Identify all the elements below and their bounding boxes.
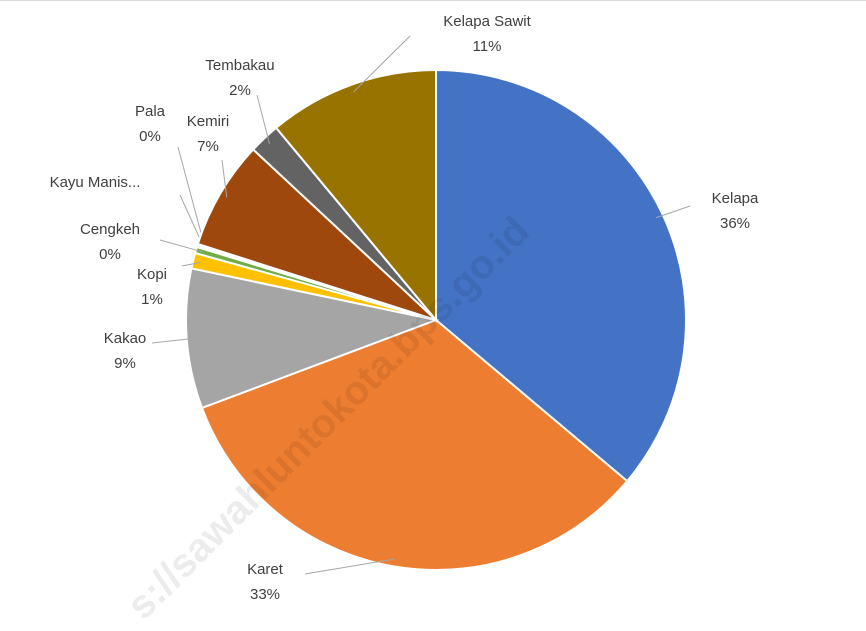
leader-line [221,159,228,198]
pie-slice [274,68,437,323]
category-label: Kelapa Sawit [443,13,531,30]
leader-line [256,94,270,144]
leader-line [655,205,691,219]
category-label: Kayu Manis... [50,174,141,191]
leader-line [177,146,206,248]
leader-line [353,35,411,93]
category-label: Kelapa [712,190,759,207]
leader-line [304,558,395,575]
category-label: Cengkeh [80,221,140,238]
category-label: Pala [135,103,166,120]
value-label: 0% [99,246,121,263]
value-label: 36% [720,215,750,232]
value-label: 1% [141,291,163,308]
category-label: Kakao [104,330,147,347]
value-label: 0% [139,128,161,145]
pie-slice [435,68,687,483]
value-label: 33% [250,586,280,603]
value-label: 2% [229,82,251,99]
pie-slice [200,318,629,571]
category-label: Karet [247,561,284,578]
pie-slice [196,148,437,321]
category-label: Kemiri [187,113,230,130]
value-label: 9% [114,355,136,372]
value-label: 7% [197,138,219,155]
leader-line [159,239,204,253]
category-label: Kopi [137,266,167,283]
leader-line [181,261,201,267]
value-label: 11% [473,38,502,55]
category-label: Tembakau [205,57,274,74]
leader-line [151,337,195,344]
